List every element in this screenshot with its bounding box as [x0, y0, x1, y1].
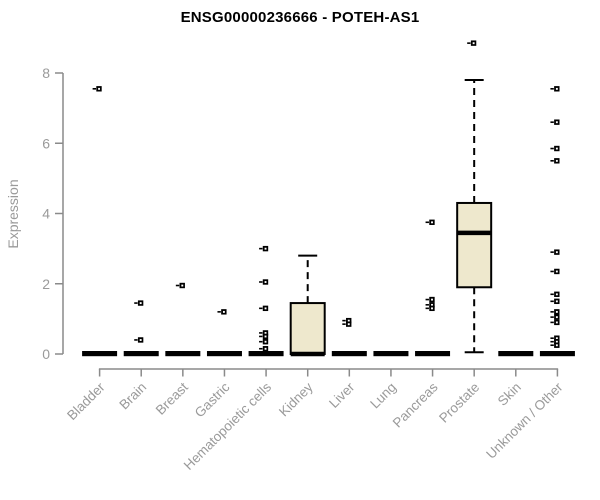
outlier-center-pancreas [431, 303, 433, 306]
x-axis-label-skin: Skin [495, 380, 524, 409]
outlier-center-liver [347, 319, 350, 322]
outlier-center-hematopoietic-cells [264, 340, 267, 343]
x-axis-label-lung: Lung [367, 380, 399, 412]
box-kidney [289, 302, 326, 356]
outlier-center-hematopoietic-cells [264, 281, 267, 283]
y-tick-label: 2 [42, 276, 50, 292]
x-axis-label-kidney: Kidney [276, 379, 316, 419]
outlier-center-gastric [222, 310, 225, 313]
x-axis-label-gastric: Gastric [192, 379, 233, 420]
outlier-center-unknown-other [555, 251, 558, 254]
x-axis-label-breast: Breast [153, 379, 191, 417]
outlier-center-brain [139, 339, 142, 341]
outlier-center-unknown-other [555, 270, 558, 273]
chart-title: ENSG00000236666 - POTEH-AS1 [180, 9, 420, 26]
outlier-center-unknown-other [555, 293, 558, 296]
outlier-center-pancreas [431, 298, 433, 301]
zero-bar-lung [373, 351, 409, 357]
zero-bar-skin [498, 351, 534, 357]
zero-bar-brain [123, 351, 159, 357]
outlier-center-hematopoietic-cells [264, 332, 267, 334]
outlier-center-pancreas [431, 221, 433, 224]
x-axis-label-unknown-other: Unknown / Other [483, 379, 566, 462]
y-tick-label: 8 [42, 65, 50, 81]
outlier-center-unknown-other [555, 310, 558, 313]
outlier-center-unknown-other [555, 87, 558, 90]
outlier-center-liver [347, 323, 350, 326]
x-axis-label-pancreas: Pancreas [390, 379, 441, 430]
box-prostate [456, 201, 493, 289]
x-axis-label-bladder: Bladder [64, 379, 108, 423]
outlier-center-hematopoietic-cells [264, 335, 267, 338]
zero-bar-hematopoietic-cells [248, 351, 284, 357]
zero-bar-pancreas [415, 351, 451, 357]
outlier-center-hematopoietic-cells [264, 347, 267, 350]
outlier-center-unknown-other [555, 337, 558, 340]
outlier-center-bladder [98, 87, 100, 90]
x-axis-label-liver: Liver [326, 379, 358, 411]
outlier-center-unknown-other [555, 344, 558, 347]
outlier-center-hematopoietic-cells [264, 307, 267, 310]
outlier-center-pancreas [431, 307, 433, 310]
outlier-center-unknown-other [555, 321, 558, 324]
zero-bar-gastric [206, 351, 242, 357]
outlier-center-hematopoietic-cells [264, 247, 267, 250]
outlier-center-unknown-other [555, 316, 558, 319]
x-axis-label-brain: Brain [116, 380, 149, 413]
y-tick-label: 0 [42, 346, 50, 362]
outlier-center-unknown-other [555, 340, 558, 343]
outlier-center-prostate [472, 42, 475, 45]
outlier-center-unknown-other [555, 121, 558, 124]
y-tick-label: 4 [42, 206, 50, 222]
x-axis-label-prostate: Prostate [436, 380, 482, 426]
zero-bar-breast [165, 351, 201, 357]
outlier-center-brain [139, 302, 142, 305]
outlier-center-breast [181, 284, 184, 287]
y-tick-label: 6 [42, 135, 50, 151]
outlier-center-unknown-other [555, 159, 558, 162]
outlier-center-unknown-other [555, 300, 558, 303]
zero-bar-bladder [82, 351, 118, 357]
zero-bar-unknown-other [539, 351, 575, 357]
zero-bar-liver [331, 351, 367, 357]
outlier-center-unknown-other [555, 147, 558, 150]
